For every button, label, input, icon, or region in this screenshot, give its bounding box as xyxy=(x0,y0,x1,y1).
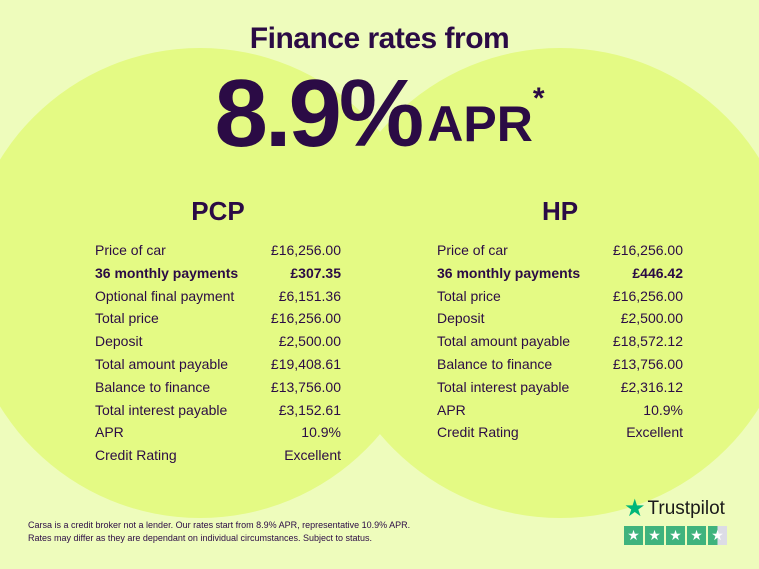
pcp-table: PCP Price of car £16,256.00 36 monthly pay… xyxy=(95,196,341,467)
table-row: Total interest payable £2,316.12 xyxy=(437,376,683,399)
trustpilot-name: Trustpilot xyxy=(647,497,725,519)
star-icon: ★ xyxy=(624,526,643,545)
row-label: 36 monthly payments xyxy=(95,264,239,281)
background-circle-right xyxy=(325,48,759,518)
row-label: Credit Rating xyxy=(437,424,519,441)
row-value: 10.9% xyxy=(301,424,341,441)
table-row: Optional final payment £6,151.36 xyxy=(95,285,341,308)
table-row: Total price £16,256.00 xyxy=(437,285,683,308)
table-row: Total interest payable £3,152.61 xyxy=(95,399,341,422)
table-row: Total amount payable £19,408.61 xyxy=(95,353,341,376)
apr-label: APR xyxy=(427,96,533,152)
row-value: £18,572.12 xyxy=(612,333,683,350)
row-label: 36 monthly payments xyxy=(437,264,581,281)
table-row: Balance to finance £13,756.00 xyxy=(95,376,341,399)
row-label: Total interest payable xyxy=(95,401,228,418)
table-row: Deposit £2,500.00 xyxy=(95,330,341,353)
trustpilot-badge[interactable]: ★ Trustpilot ★ ★ ★ ★ ★ xyxy=(624,494,727,545)
table-row: Credit Rating Excellent xyxy=(95,444,341,467)
star-icon: ★ xyxy=(708,526,727,545)
row-label: Total price xyxy=(437,287,501,304)
row-value: £13,756.00 xyxy=(612,355,683,372)
row-value: 10.9% xyxy=(643,401,683,418)
table-row: APR 10.9% xyxy=(95,421,341,444)
table-row: 36 monthly payments £446.42 xyxy=(437,262,683,285)
headline-subtitle: Finance rates from xyxy=(249,22,510,55)
row-label: Deposit xyxy=(437,310,485,327)
table-row: Total price £16,256.00 xyxy=(95,307,341,330)
table-row: Deposit £2,500.00 xyxy=(437,307,683,330)
row-value: £16,256.00 xyxy=(270,310,341,327)
row-label: APR xyxy=(437,401,466,418)
row-label: Balance to finance xyxy=(437,355,553,372)
disclaimer: Carsa is a credit broker not a lender. O… xyxy=(28,519,410,545)
asterisk: * xyxy=(532,82,545,115)
row-label: Total amount payable xyxy=(437,333,571,350)
row-value: Excellent xyxy=(626,424,683,441)
trustpilot-logo: ★ Trustpilot xyxy=(624,494,727,523)
row-value: £16,256.00 xyxy=(612,287,683,304)
table-row: Total amount payable £18,572.12 xyxy=(437,330,683,353)
table-row: Balance to finance £13,756.00 xyxy=(437,353,683,376)
row-value: £19,408.61 xyxy=(270,355,341,372)
row-value: £2,500.00 xyxy=(278,333,341,350)
row-label: Optional final payment xyxy=(95,287,235,304)
star-icon: ★ xyxy=(666,526,685,545)
trustpilot-star-icon: ★ xyxy=(624,495,646,522)
hp-table: HP Price of car £16,256.00 36 monthly paym… xyxy=(437,196,683,444)
row-value: £2,316.12 xyxy=(620,378,683,395)
disclaimer-line-2: Rates may differ as they are dependant o… xyxy=(28,533,373,543)
row-label: Credit Rating xyxy=(95,447,177,464)
row-label: Price of car xyxy=(437,242,508,258)
disclaimer-line-1: Carsa is a credit broker not a lender. O… xyxy=(28,520,411,530)
row-label: Deposit xyxy=(95,333,143,350)
rate-value: 8.9% xyxy=(214,60,424,167)
row-label: Price of car xyxy=(95,242,166,258)
hp-title: HP xyxy=(541,196,579,226)
row-label: Total amount payable xyxy=(95,355,229,372)
row-value: £3,152.61 xyxy=(278,401,341,418)
row-value: £307.35 xyxy=(290,264,341,281)
row-value: £6,151.36 xyxy=(278,287,341,304)
row-value: £16,256.00 xyxy=(612,242,683,258)
table-row: Credit Rating Excellent xyxy=(437,421,683,444)
trustpilot-rating: ★ ★ ★ ★ ★ xyxy=(624,526,727,545)
star-icon: ★ xyxy=(645,526,664,545)
row-value: £446.42 xyxy=(632,264,683,281)
table-row: 36 monthly payments £307.35 xyxy=(95,262,341,285)
row-label: Total interest payable xyxy=(437,378,570,395)
headline-rate: 8.9% APR * xyxy=(0,62,759,162)
row-value: £13,756.00 xyxy=(270,378,341,395)
row-value: Excellent xyxy=(284,447,341,464)
star-icon: ★ xyxy=(687,526,706,545)
table-row: APR 10.9% xyxy=(437,399,683,422)
row-label: Total price xyxy=(95,310,159,327)
row-value: £2,500.00 xyxy=(620,310,683,327)
pcp-title: PCP xyxy=(191,196,245,226)
row-label: Balance to finance xyxy=(95,378,211,395)
table-row: Price of car £16,256.00 xyxy=(437,239,683,262)
row-value: £16,256.00 xyxy=(270,242,341,258)
row-label: APR xyxy=(95,424,124,441)
table-row: Price of car £16,256.00 xyxy=(95,239,341,262)
